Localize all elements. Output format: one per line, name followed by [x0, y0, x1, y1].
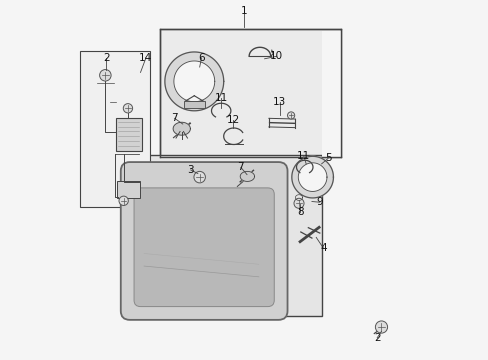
FancyBboxPatch shape [321, 31, 341, 157]
Text: 12: 12 [226, 115, 239, 125]
FancyBboxPatch shape [116, 118, 142, 151]
Text: 6: 6 [198, 53, 204, 63]
Circle shape [293, 198, 304, 208]
FancyBboxPatch shape [183, 101, 204, 108]
Text: 4: 4 [320, 243, 326, 253]
Text: 13: 13 [272, 97, 285, 107]
Text: 8: 8 [296, 207, 303, 217]
FancyBboxPatch shape [122, 155, 321, 316]
Polygon shape [164, 52, 223, 111]
Circle shape [100, 69, 111, 81]
Circle shape [287, 112, 294, 119]
Circle shape [123, 104, 132, 113]
Polygon shape [240, 171, 254, 181]
Circle shape [375, 321, 387, 333]
Text: 11: 11 [296, 150, 310, 161]
Circle shape [194, 171, 205, 183]
Text: 5: 5 [324, 153, 331, 163]
Polygon shape [291, 156, 333, 198]
Text: 3: 3 [187, 165, 194, 175]
Text: 7: 7 [237, 162, 244, 172]
FancyBboxPatch shape [160, 30, 341, 157]
FancyBboxPatch shape [117, 181, 140, 198]
FancyBboxPatch shape [121, 162, 287, 320]
Polygon shape [173, 122, 190, 135]
Text: 7: 7 [171, 113, 178, 123]
Text: 2: 2 [373, 333, 380, 343]
Text: 14: 14 [139, 53, 152, 63]
Circle shape [119, 196, 128, 206]
Text: 11: 11 [214, 93, 227, 103]
Polygon shape [298, 163, 326, 192]
FancyBboxPatch shape [134, 188, 274, 307]
FancyBboxPatch shape [80, 51, 150, 207]
Text: 9: 9 [316, 197, 323, 207]
Text: 2: 2 [103, 53, 109, 63]
Polygon shape [174, 61, 214, 102]
Text: 10: 10 [270, 51, 283, 61]
Text: 1: 1 [241, 6, 247, 17]
